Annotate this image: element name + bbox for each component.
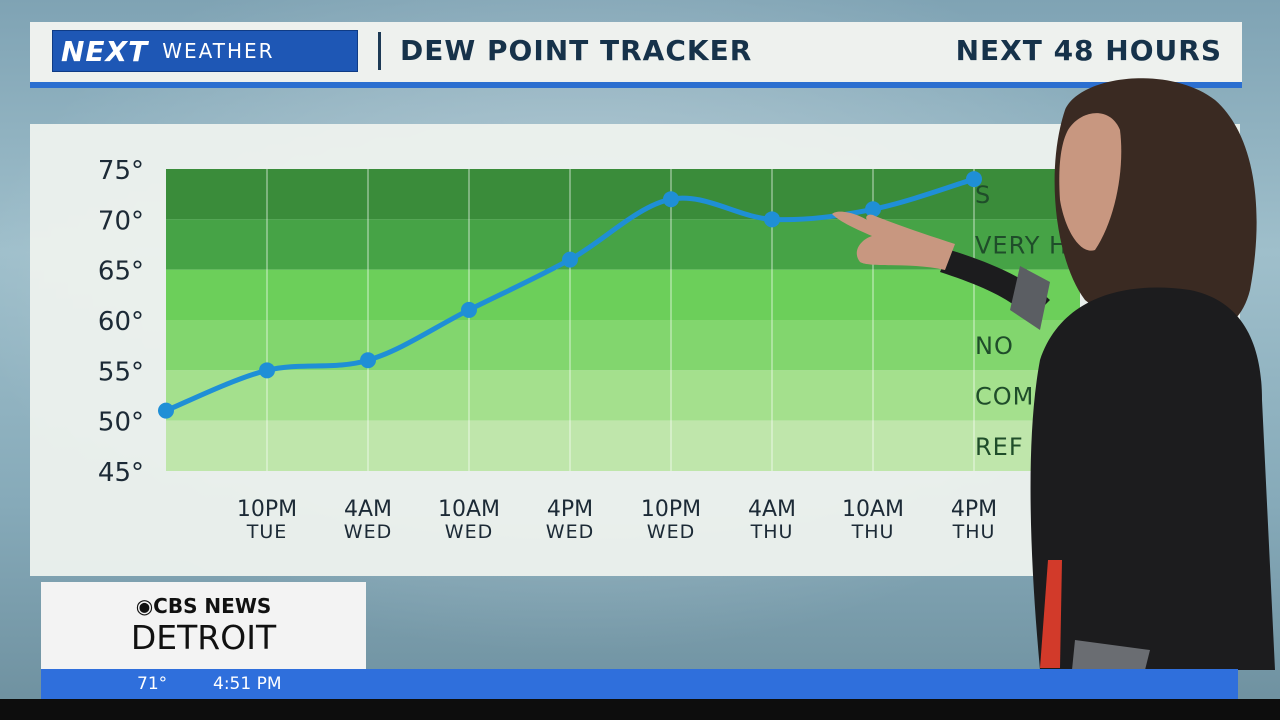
x-tick-time: 10AM bbox=[842, 497, 904, 522]
x-tick-day: WED bbox=[647, 521, 695, 543]
logo-weather-text: WEATHER bbox=[162, 39, 275, 63]
x-tick-time: 4AM bbox=[748, 497, 796, 522]
network-label: CBS NEWS bbox=[153, 594, 272, 618]
time-range-label: NEXT 48 HOURS bbox=[955, 34, 1222, 67]
next-weather-logo: NEXT WEATHER bbox=[52, 30, 358, 72]
data-point bbox=[663, 191, 679, 208]
y-tick-label: 75° bbox=[98, 156, 144, 186]
data-point bbox=[360, 352, 376, 369]
band-label: NO bbox=[975, 332, 1014, 360]
current-time: 4:51 PM bbox=[213, 674, 282, 694]
station-bug: ◉CBS NEWS DETROIT bbox=[41, 582, 366, 669]
band-label: REF bbox=[975, 433, 1024, 461]
x-tick-day: THU bbox=[952, 521, 996, 543]
x-tick-day: THU bbox=[851, 521, 895, 543]
x-tick-time: 10PM bbox=[641, 497, 701, 522]
data-point bbox=[562, 251, 578, 268]
y-tick-label: 60° bbox=[98, 307, 144, 337]
data-point bbox=[865, 201, 881, 218]
header-divider bbox=[378, 32, 381, 70]
x-tick-time: 4PM bbox=[951, 497, 997, 522]
y-tick-label: 70° bbox=[98, 206, 144, 236]
network-name: ◉CBS NEWS bbox=[41, 594, 366, 618]
data-point bbox=[764, 211, 780, 228]
data-point bbox=[158, 402, 174, 419]
x-tick-day: TUE bbox=[246, 521, 288, 543]
graphic-title: DEW POINT TRACKER bbox=[400, 34, 753, 67]
x-tick-day: THU bbox=[750, 521, 794, 543]
x-tick-day: WED bbox=[445, 521, 493, 543]
x-tick-time: 10AM bbox=[438, 497, 500, 522]
band-4 bbox=[166, 370, 1080, 421]
station-city: DETROIT bbox=[130, 618, 277, 657]
band-3 bbox=[166, 320, 1080, 371]
chart-panel: S VERY H NO COMFO REF 75° 70° 65° 60° 55° 50° 45° 10… bbox=[30, 124, 1240, 576]
band-label: S bbox=[975, 181, 991, 209]
x-tick-day: WED bbox=[546, 521, 594, 543]
data-point bbox=[966, 171, 982, 188]
x-tick-time: 4PM bbox=[547, 497, 593, 522]
y-tick-label: 55° bbox=[98, 357, 144, 387]
data-point bbox=[259, 362, 275, 379]
x-tick-day: WED bbox=[344, 521, 392, 543]
band-label: VERY H bbox=[975, 232, 1068, 260]
y-tick-label: 65° bbox=[98, 257, 144, 287]
band-2 bbox=[166, 269, 1080, 320]
band-5 bbox=[166, 420, 1080, 471]
y-tick-label: 45° bbox=[98, 458, 144, 488]
x-tick-time: 4AM bbox=[344, 497, 392, 522]
header-bar: NEXT WEATHER DEW POINT TRACKER NEXT 48 H… bbox=[30, 22, 1242, 88]
current-temperature: 71° bbox=[137, 674, 168, 694]
logo-next-text: NEXT bbox=[61, 34, 149, 68]
x-tick-time: 10PM bbox=[237, 497, 297, 522]
ticker-bar: 71° 4:51 PM bbox=[41, 669, 1238, 699]
cbs-eye-icon: ◉ bbox=[135, 594, 154, 618]
data-point bbox=[461, 301, 477, 318]
bottom-letterbox bbox=[0, 699, 1280, 720]
y-tick-label: 50° bbox=[98, 408, 144, 438]
